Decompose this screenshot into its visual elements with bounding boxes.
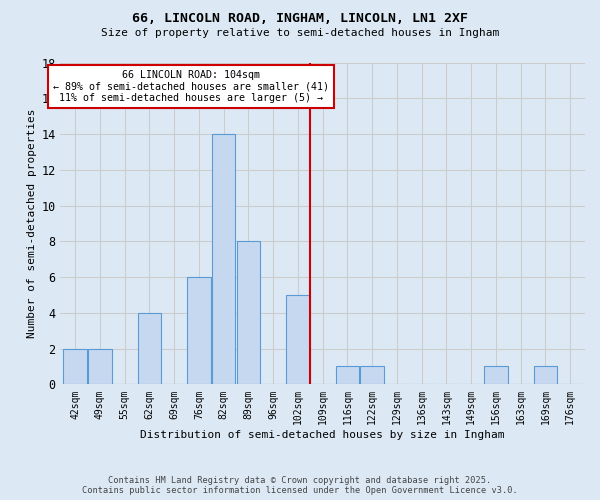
Bar xyxy=(212,134,235,384)
Bar xyxy=(88,348,112,384)
Text: 66 LINCOLN ROAD: 104sqm
← 89% of semi-detached houses are smaller (41)
11% of se: 66 LINCOLN ROAD: 104sqm ← 89% of semi-de… xyxy=(53,70,329,103)
Text: 66, LINCOLN ROAD, INGHAM, LINCOLN, LN1 2XF: 66, LINCOLN ROAD, INGHAM, LINCOLN, LN1 2… xyxy=(132,12,468,26)
Bar xyxy=(286,295,310,384)
Text: Size of property relative to semi-detached houses in Ingham: Size of property relative to semi-detach… xyxy=(101,28,499,38)
Bar xyxy=(361,366,384,384)
Bar xyxy=(533,366,557,384)
Bar xyxy=(187,277,211,384)
Bar xyxy=(335,366,359,384)
Bar xyxy=(64,348,87,384)
Text: Contains HM Land Registry data © Crown copyright and database right 2025.
Contai: Contains HM Land Registry data © Crown c… xyxy=(82,476,518,495)
Bar xyxy=(484,366,508,384)
Bar xyxy=(137,313,161,384)
X-axis label: Distribution of semi-detached houses by size in Ingham: Distribution of semi-detached houses by … xyxy=(140,430,505,440)
Bar xyxy=(236,242,260,384)
Y-axis label: Number of semi-detached properties: Number of semi-detached properties xyxy=(27,108,37,338)
